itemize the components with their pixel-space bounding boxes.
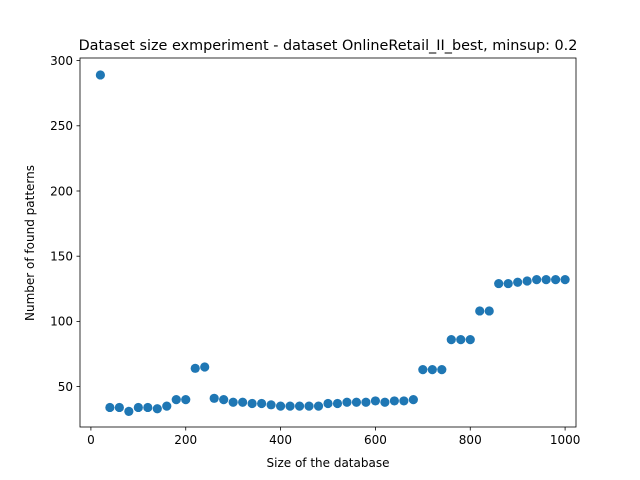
data-point (219, 395, 229, 405)
y-tick-label: 50 (58, 380, 73, 394)
chart-title: Dataset size exmperiment - dataset Onlin… (79, 38, 578, 54)
data-point (522, 276, 532, 286)
data-point (181, 395, 191, 405)
data-point (323, 398, 333, 409)
data-point (313, 401, 324, 411)
data-point (124, 406, 134, 416)
y-axis: 50 100 150 200 250 300 (50, 54, 80, 394)
data-point (342, 397, 352, 407)
data-point (560, 275, 570, 285)
data-point (95, 70, 105, 80)
axes-frame (79, 57, 577, 428)
data-point (171, 395, 181, 405)
data-point (370, 396, 381, 406)
data-point (475, 306, 485, 316)
data-point (294, 401, 305, 411)
data-point (399, 396, 409, 406)
x-tick-label: 400 (269, 433, 292, 447)
x-tick-label: 200 (174, 433, 197, 447)
data-point (541, 275, 551, 285)
data-point (133, 402, 143, 413)
data-point (456, 335, 466, 345)
y-axis-label: Number of found patterns (23, 165, 37, 321)
data-point (465, 335, 475, 345)
y-tick-label: 200 (50, 184, 73, 198)
data-point (361, 397, 371, 407)
x-tick-label: 600 (364, 433, 387, 447)
data-point (351, 397, 362, 407)
data-point (162, 401, 172, 411)
data-point (437, 365, 447, 375)
data-point (238, 397, 248, 407)
x-tick-label: 0 (87, 433, 95, 447)
data-point (446, 335, 456, 345)
data-point (143, 402, 153, 413)
data-point (114, 402, 124, 413)
data-point (380, 397, 390, 407)
data-point (105, 402, 115, 413)
data-point (228, 397, 238, 407)
data-point (285, 401, 295, 411)
data-point (532, 275, 542, 285)
data-point (190, 363, 200, 373)
data-point (152, 404, 162, 414)
x-axis: 0 200 400 600 800 1000 (87, 427, 580, 447)
data-point (418, 365, 428, 375)
data-point (503, 278, 513, 289)
data-point (551, 275, 561, 285)
data-point (247, 398, 257, 409)
data-point (200, 362, 210, 372)
data-point (304, 401, 314, 411)
data-point (389, 396, 399, 406)
data-point (209, 393, 219, 403)
data-point (513, 277, 523, 287)
x-axis-label: Size of the database (267, 456, 390, 470)
data-point (484, 306, 494, 316)
data-point (427, 365, 437, 375)
y-tick-label: 100 (50, 315, 73, 329)
data-point (408, 395, 418, 405)
data-points (95, 70, 570, 416)
data-point (332, 398, 343, 409)
x-tick-label: 1000 (550, 433, 581, 447)
data-point (494, 278, 504, 289)
data-point (266, 400, 276, 410)
y-tick-label: 250 (50, 119, 73, 133)
y-tick-label: 150 (50, 249, 73, 263)
data-point (275, 401, 286, 411)
y-tick-label: 300 (50, 54, 73, 68)
x-tick-label: 800 (459, 433, 482, 447)
data-point (257, 398, 267, 409)
